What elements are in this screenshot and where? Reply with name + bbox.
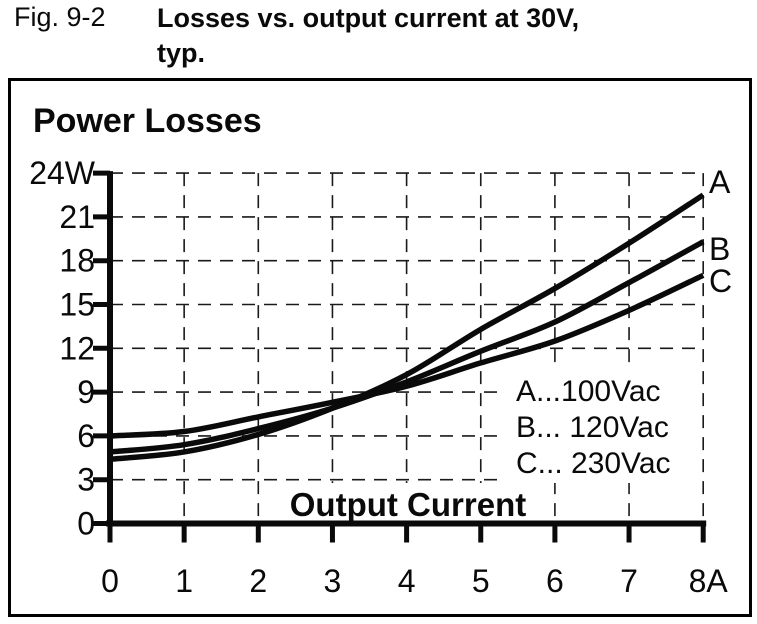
legend-entry-C: C... 230Vac bbox=[516, 447, 671, 480]
x-tick-label: 8A bbox=[689, 563, 729, 599]
x-tick-label: 3 bbox=[324, 563, 342, 599]
legend-entry-B: B... 120Vac bbox=[516, 411, 669, 444]
curve-label-A: A bbox=[709, 164, 731, 200]
y-tick-label: 24W bbox=[29, 155, 96, 191]
x-tick-label: 7 bbox=[620, 563, 638, 599]
y-tick-label: 0 bbox=[77, 506, 95, 542]
curve-A bbox=[109, 192, 705, 462]
y-tick-label: 18 bbox=[59, 243, 95, 279]
x-tick-label: 0 bbox=[101, 563, 119, 599]
y-tick-label: 12 bbox=[59, 330, 95, 366]
legend-background bbox=[504, 371, 696, 483]
y-tick-label: 9 bbox=[77, 374, 95, 410]
curve-label-C: C bbox=[709, 263, 732, 299]
curve-C bbox=[109, 272, 705, 439]
curve-label-B: B bbox=[709, 231, 730, 267]
y-axis-title: Power Losses bbox=[33, 102, 262, 140]
y-tick-label: 6 bbox=[77, 418, 95, 454]
curve-B bbox=[109, 239, 705, 455]
y-tick-label: 21 bbox=[59, 199, 95, 235]
x-tick-label: 4 bbox=[398, 563, 416, 599]
figure-title-line2: typ. bbox=[157, 38, 206, 68]
x-axis-title-background bbox=[283, 483, 535, 521]
figure-number: Fig. 9-2 bbox=[14, 2, 106, 32]
legend-entry-A: A...100Vac bbox=[516, 375, 661, 408]
x-tick-label: 6 bbox=[546, 563, 564, 599]
figure-title: Losses vs. output current at 30V, typ. bbox=[157, 1, 717, 71]
y-tick-label: 15 bbox=[59, 287, 95, 323]
y-tick-label: 3 bbox=[77, 462, 95, 498]
x-tick-label: 5 bbox=[472, 563, 490, 599]
figure-title-line1: Losses vs. output current at 30V, bbox=[157, 3, 580, 33]
x-tick-label: 1 bbox=[175, 563, 193, 599]
x-tick-label: 2 bbox=[249, 563, 267, 599]
x-axis-title: Output Current bbox=[290, 486, 526, 523]
